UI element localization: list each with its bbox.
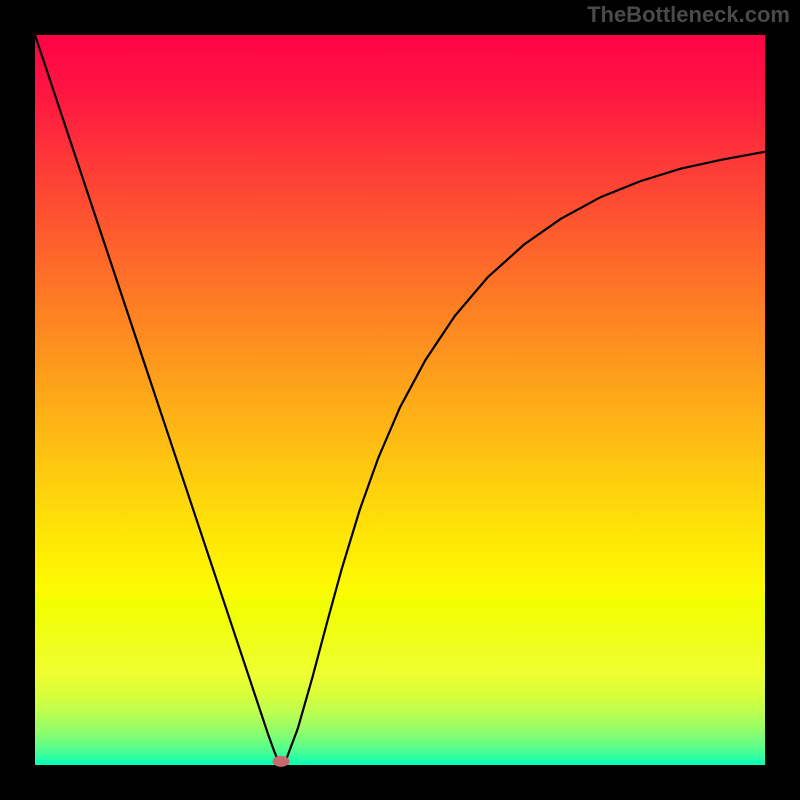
watermark-text: TheBottleneck.com bbox=[587, 2, 790, 28]
bottleneck-chart bbox=[0, 0, 800, 800]
min-marker bbox=[273, 756, 289, 766]
plot-background bbox=[35, 35, 765, 765]
chart-container: TheBottleneck.com bbox=[0, 0, 800, 800]
